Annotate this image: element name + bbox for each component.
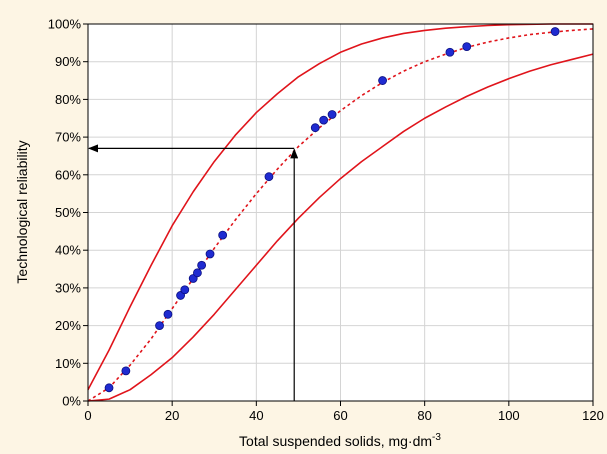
data-point: [310, 123, 320, 133]
y-tick-label: 30%: [55, 280, 81, 295]
x-tick-label: 40: [249, 408, 263, 423]
reliability-annotation: [88, 144, 299, 401]
grid-lines: [88, 24, 593, 401]
y-tick-label: 0%: [62, 394, 81, 409]
data-point: [445, 47, 455, 57]
x-tick-label: 100: [498, 408, 520, 423]
x-tick-label: 0: [84, 408, 91, 423]
data-points: [104, 27, 560, 393]
data-point: [121, 366, 131, 376]
data-point: [104, 383, 114, 393]
y-tick-label: 90%: [55, 54, 81, 69]
x-tick-label: 120: [582, 408, 604, 423]
data-point: [218, 230, 228, 240]
data-point: [319, 115, 329, 125]
data-point: [197, 260, 207, 270]
y-tick-label: 50%: [55, 205, 81, 220]
x-axis-title: Total suspended solids, mg·dm-3: [239, 432, 441, 449]
data-point: [193, 268, 202, 278]
y-tick-label: 100%: [48, 17, 82, 32]
fitted-curve-line: [87, 28, 594, 402]
x-tick-label: 20: [165, 408, 179, 423]
data-point: [205, 249, 215, 259]
axis-ticks: 0 20 40 60 80 100 120 0% 10% 20% 30% 40% 50% 60% 70% 80…: [48, 17, 604, 424]
curves: [87, 23, 594, 402]
y-tick-label: 40%: [55, 243, 81, 258]
x-tick-label: 80: [417, 408, 431, 423]
data-point: [155, 321, 164, 331]
confidence-bound-upper-line: [87, 23, 593, 391]
y-tick-label: 10%: [55, 356, 81, 371]
data-point: [180, 285, 190, 295]
x-axis-title-superscript: -3: [432, 432, 441, 443]
data-point: [378, 76, 387, 85]
data-point: [163, 309, 173, 319]
y-axis-title: Technological reliability: [14, 140, 30, 283]
x-axis-title-main: Total suspended solids, mg·dm: [239, 433, 432, 449]
y-tick-label: 70%: [55, 130, 81, 145]
confidence-bound-lower-line: [87, 53, 594, 402]
data-point: [550, 27, 560, 36]
y-tick-label: 80%: [55, 92, 81, 107]
y-tick-label: 60%: [55, 167, 81, 182]
data-point: [327, 110, 337, 119]
y-tick-label: 20%: [55, 318, 81, 333]
data-point: [264, 172, 274, 182]
data-point: [462, 42, 472, 52]
x-tick-label: 60: [333, 408, 347, 423]
